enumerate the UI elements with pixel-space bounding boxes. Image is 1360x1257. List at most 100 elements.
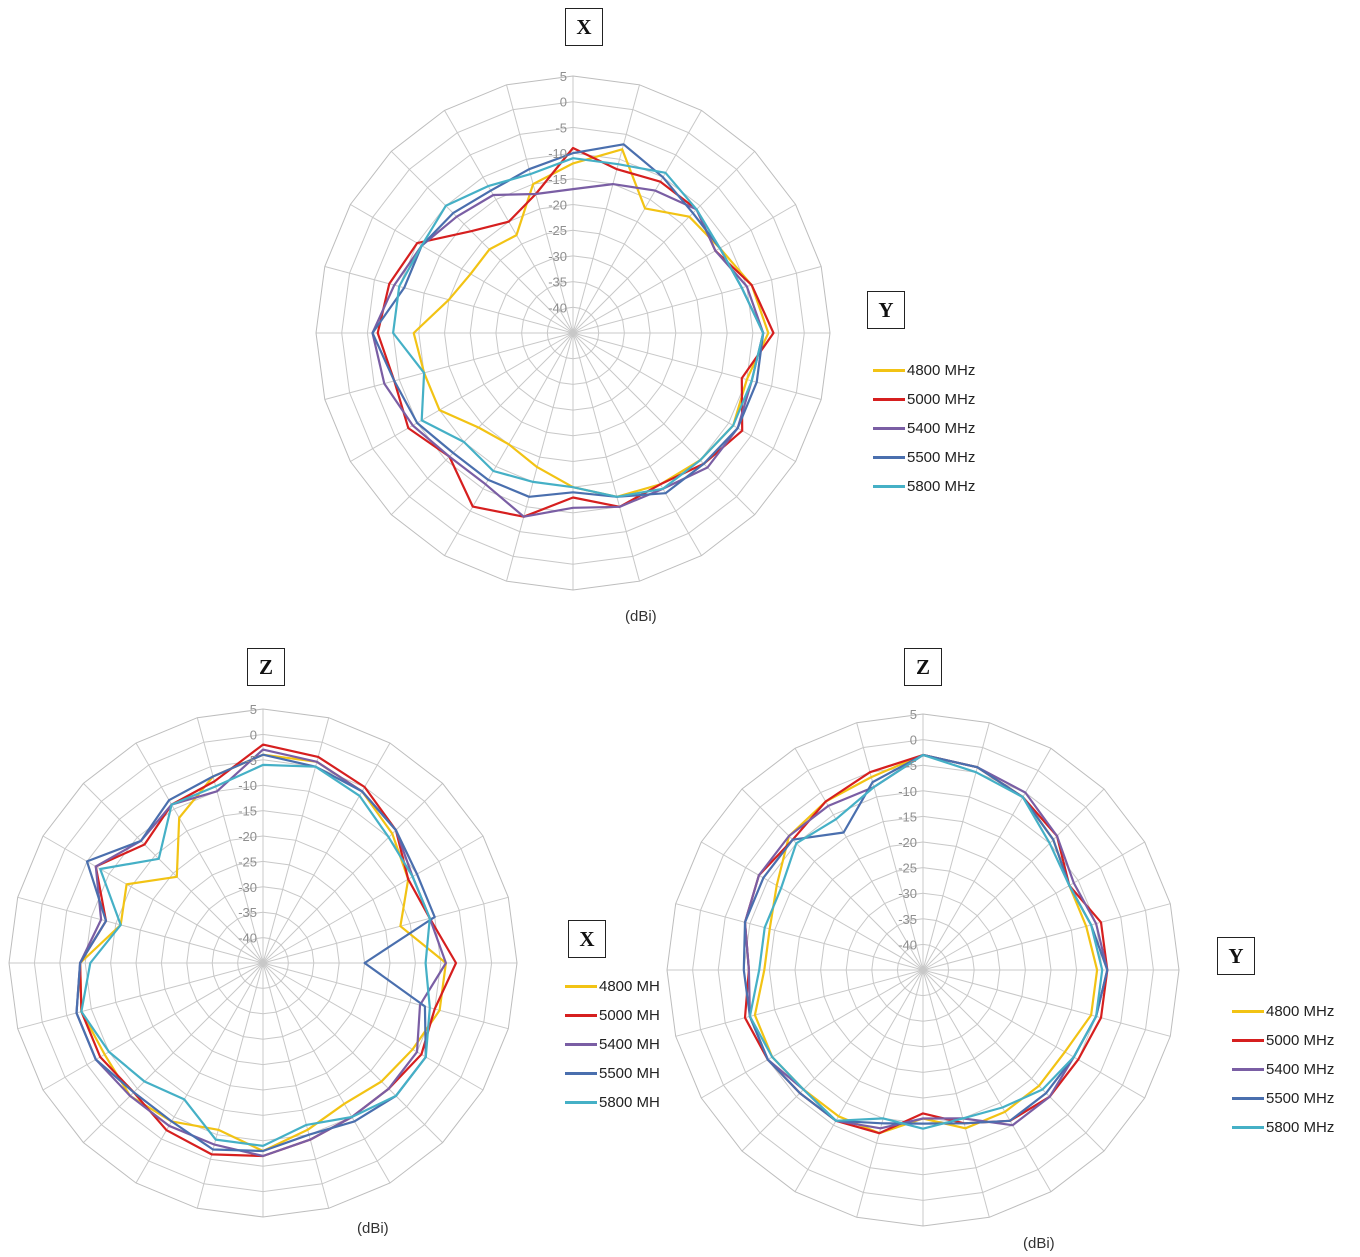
axis-box-top-3: Z (904, 648, 942, 686)
legend-swatch (565, 1043, 597, 1046)
legend-item: 5400 MHz (873, 414, 975, 443)
legend-item: 5500 MHz (1232, 1084, 1334, 1113)
grid-ring (794, 841, 1052, 1099)
r-tick-label: -5 (905, 758, 917, 773)
r-tick-label: -30 (548, 249, 567, 264)
grid-ring (469, 229, 677, 437)
legend-label: 5400 MH (599, 1036, 660, 1053)
grid-ring (341, 101, 805, 565)
r-tick-label: -35 (898, 912, 917, 927)
grid-ring (443, 203, 703, 463)
r-tick-label: -30 (238, 880, 257, 895)
legend-label: 4800 MHz (907, 362, 976, 379)
unit-label-3: (dBi) (1023, 1235, 1055, 1252)
legend-label: 5000 MHz (1266, 1032, 1335, 1049)
grid-ring (666, 713, 1180, 1227)
r-tick-label: -5 (245, 753, 257, 768)
grid-ring (546, 306, 600, 360)
legend-2: 4800 MH 5000 MH 5400 MH 5500 MH 5800 MH (565, 972, 660, 1117)
r-tick-label: -40 (548, 300, 567, 315)
grid-ring (521, 281, 625, 385)
legend-swatch (1232, 1126, 1264, 1129)
axis-box-side-2: X (568, 920, 606, 958)
legend-swatch (565, 985, 597, 988)
r-tick-label: -30 (898, 886, 917, 901)
legend-swatch (873, 427, 905, 430)
grid-ring (33, 733, 493, 1193)
axis-box-side-3: Y (1217, 937, 1255, 975)
grid-ring (692, 739, 1154, 1201)
grid-ring (820, 867, 1026, 1073)
grid-ring (237, 937, 289, 989)
legend-item: 5500 MH (565, 1059, 660, 1088)
grid-ring (8, 708, 518, 1218)
r-tick-label: -20 (548, 198, 567, 213)
legend-swatch (565, 1014, 597, 1017)
legend-swatch (873, 369, 905, 372)
r-tick-label: 0 (560, 95, 567, 110)
legend-swatch (565, 1101, 597, 1104)
legend-swatch (1232, 1097, 1264, 1100)
r-tick-label: 5 (250, 702, 257, 717)
legend-swatch (1232, 1039, 1264, 1042)
series-line-5000 (743, 753, 1109, 1135)
legend-label: 4800 MHz (1266, 1003, 1335, 1020)
r-tick-label: -40 (898, 937, 917, 952)
r-tick-label: -10 (898, 784, 917, 799)
r-tick-label: -5 (555, 120, 567, 135)
grid-ring (186, 886, 340, 1040)
legend-label: 4800 MH (599, 978, 660, 995)
r-tick-label: -20 (898, 835, 917, 850)
legend-label: 5800 MH (599, 1094, 660, 1111)
legend-label: 5400 MHz (1266, 1061, 1335, 1078)
unit-label-2: (dBi) (357, 1220, 389, 1237)
grid-ring (743, 790, 1103, 1150)
polar-chart-2: 5 0 -5 -10 -15 -20 -25 -30 -35 -40 (8, 702, 518, 1218)
r-tick-label: -15 (238, 804, 257, 819)
series-line-5500 (75, 753, 436, 1153)
series-line-5800 (80, 763, 431, 1147)
r-tick-label: -35 (238, 905, 257, 920)
grid-ring (160, 860, 366, 1066)
grid-ring (896, 943, 950, 997)
legend-swatch (1232, 1068, 1264, 1071)
r-tick-label: -20 (238, 829, 257, 844)
legend-label: 5800 MHz (1266, 1119, 1335, 1136)
legend-item: 5800 MHz (873, 472, 975, 501)
legend-label: 5000 MH (599, 1007, 660, 1024)
legend-swatch (873, 456, 905, 459)
legend-label: 5800 MHz (907, 478, 976, 495)
axis-box-top-1: X (565, 8, 603, 46)
series-line-4800 (753, 753, 1099, 1135)
axis-box-top-2: Z (247, 648, 285, 686)
legend-label: 5500 MHz (1266, 1090, 1335, 1107)
grid-ring (845, 892, 1001, 1048)
grid-ring (717, 764, 1129, 1176)
axis-box-side-1: Y (867, 291, 905, 329)
r-tick-label: 5 (910, 707, 917, 722)
series-line-5800 (391, 157, 765, 498)
grid-ring (495, 255, 651, 411)
r-tick-label: -15 (898, 809, 917, 824)
r-tick-label: -15 (548, 172, 567, 187)
legend-item: 5800 MHz (1232, 1113, 1334, 1142)
r-tick-label: -35 (548, 275, 567, 290)
grid-ring (110, 810, 416, 1116)
r-tick-label: -25 (548, 223, 567, 238)
legend-label: 5400 MHz (907, 420, 976, 437)
grid-ring (871, 918, 975, 1022)
r-tick-label: -10 (238, 778, 257, 793)
r-tick-label: 0 (910, 733, 917, 748)
legend-3: 4800 MHz 5000 MHz 5400 MHz 5500 MHz 5800… (1232, 997, 1334, 1142)
r-tick-label: -25 (238, 854, 257, 869)
legend-swatch (873, 398, 905, 401)
series-line-5400 (743, 753, 1109, 1130)
legend-label: 5000 MHz (907, 391, 976, 408)
legend-item: 5400 MH (565, 1030, 660, 1059)
legend-item: 5000 MHz (873, 385, 975, 414)
legend-label: 5500 MHz (907, 449, 976, 466)
series-line-5800 (748, 753, 1104, 1130)
legend-1: 4800 MHz 5000 MHz 5400 MHz 5500 MHz 5800… (873, 356, 975, 501)
legend-swatch (873, 485, 905, 488)
legend-item: 5500 MHz (873, 443, 975, 472)
